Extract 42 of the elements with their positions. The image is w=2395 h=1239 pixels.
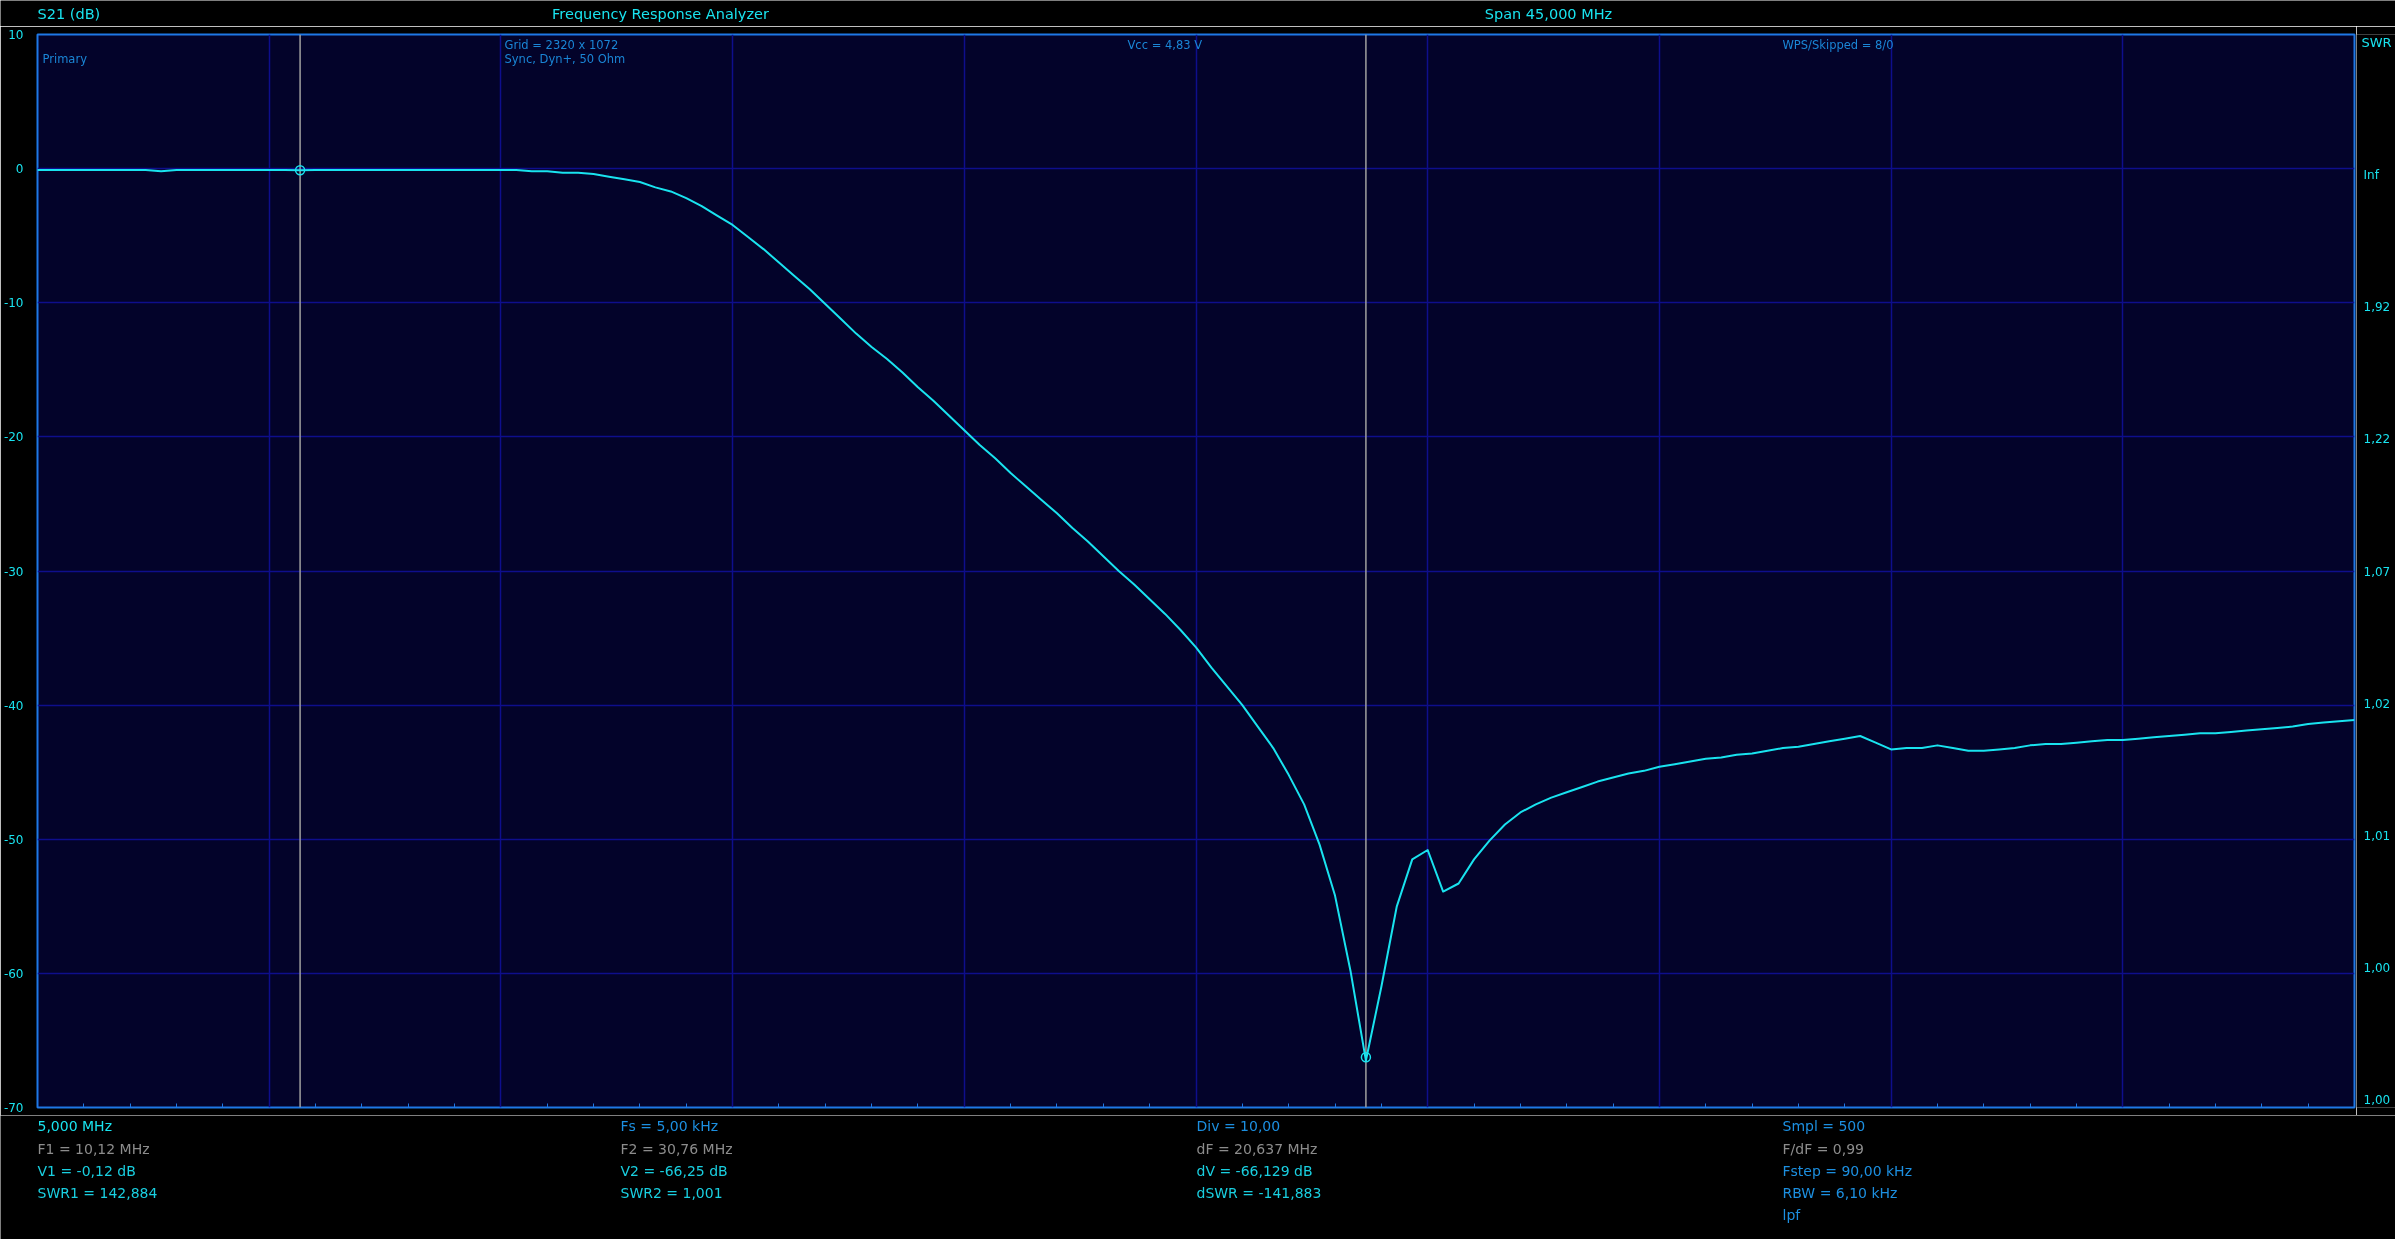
annotation: Primary <box>42 51 88 66</box>
text: F1 = 10,12 MHz <box>37 1140 150 1157</box>
text: 1,07 <box>2363 564 2391 579</box>
y-tick-label: -10 <box>3 296 24 311</box>
text: dF = 20,637 MHz <box>1196 1140 1318 1157</box>
y-tick-label: -70 <box>3 1101 24 1115</box>
text: F2 = 30,76 MHz <box>620 1140 733 1157</box>
text: dSWR = -141,883 <box>1196 1184 1322 1201</box>
y-axis-title: S21 (dB) <box>37 5 101 22</box>
text: lpf <box>1782 1206 1802 1223</box>
text: 1,00 <box>2363 1093 2391 1108</box>
y-tick-label: -20 <box>3 430 24 445</box>
y2-axis-title: SWR <box>2361 34 2392 50</box>
y-tick-label: -50 <box>3 832 24 847</box>
text: Smpl = 500 <box>1782 1117 1866 1134</box>
y-tick-label: -40 <box>3 698 24 713</box>
text: V2 = -66,25 dB <box>620 1162 728 1179</box>
annotation: Grid = 2320 x 1072 <box>504 37 619 52</box>
text: Inf <box>2363 167 2380 182</box>
text: 5,000 MHz <box>37 1117 112 1134</box>
y-tick-label: 0 <box>15 162 24 177</box>
text: 1,22 <box>2363 432 2391 447</box>
y-tick-label: 10 <box>8 28 24 42</box>
text: 1,02 <box>2363 696 2391 711</box>
text: RBW = 6,10 kHz <box>1782 1184 1898 1201</box>
text: 1,01 <box>2363 828 2391 843</box>
text: Fs = 5,00 kHz <box>620 1117 719 1134</box>
text: SWR1 = 142,884 <box>37 1184 158 1201</box>
annotation: Sync, Dyn+, 50 Ohm <box>504 51 626 66</box>
text: Div = 10,00 <box>1196 1117 1281 1134</box>
text: V1 = -0,12 dB <box>37 1162 136 1179</box>
line-series <box>37 168 2355 1062</box>
text: 1,00 <box>2363 960 2391 975</box>
text: F/dF = 0,99 <box>1782 1140 1865 1157</box>
y-tick-label: -60 <box>3 966 24 981</box>
chart-subtitle: Span 45,000 MHz <box>1484 5 1613 22</box>
y-tick-label: -30 <box>3 564 24 579</box>
chart-title: Frequency Response Analyzer <box>552 5 769 22</box>
text: Fstep = 90,00 kHz <box>1782 1162 1912 1179</box>
text: SWR2 = 1,001 <box>620 1184 723 1201</box>
text: dV = -66,129 dB <box>1196 1162 1313 1179</box>
text: 1,92 <box>2363 300 2391 315</box>
